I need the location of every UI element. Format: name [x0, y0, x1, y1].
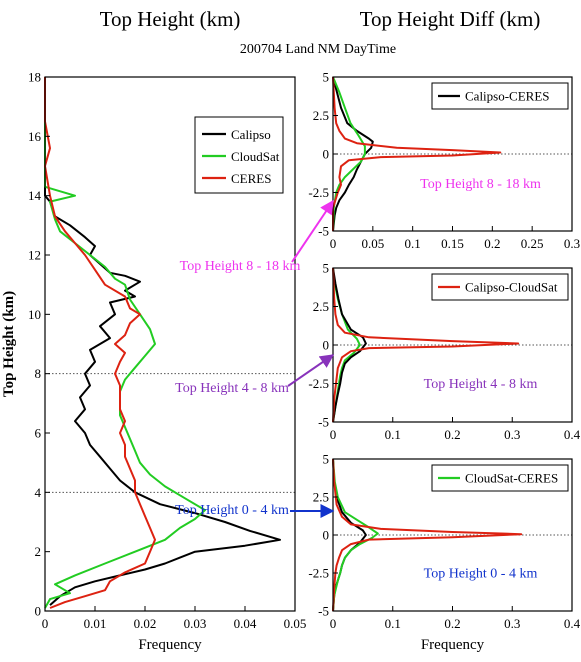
diff3-x-axis-label: Frequency: [421, 637, 485, 653]
diff2-x-tick-label: 0.3: [504, 427, 520, 442]
diff3-x-tick-label: 0: [330, 616, 337, 631]
annotation-arrow-2: [287, 354, 335, 387]
diff2-y-tick-label: -2.5: [308, 376, 329, 391]
diff3-x-tick-label: 0.4: [564, 616, 581, 631]
left-legend: Calipso CloudSat CERES: [194, 116, 284, 194]
left-x-tick-label: 0.01: [84, 616, 107, 631]
left-title: Top Height (km): [100, 7, 241, 31]
diff2-x-tick-label: 0.4: [564, 427, 581, 442]
diff1-x-tick-label: 0: [330, 236, 337, 251]
diff-panel-lower: 0 0.1 0.2 0.3 0.4 -5 -2.5 0 2.5 5 Frequency CloudSa…: [308, 452, 580, 654]
left-y-tick-label: 2: [35, 544, 42, 559]
diff3-y-tick-label: 2.5: [313, 490, 329, 505]
diff2-y-tick-label: -5: [318, 415, 329, 430]
legend-label-cloudsat: CloudSat: [231, 149, 280, 164]
diff2-x-tick-label: 0.2: [444, 427, 460, 442]
diff3-series-line: [332, 458, 379, 612]
diff2-series-line: [332, 267, 520, 423]
diff2-y-tick-label: 0: [323, 338, 330, 353]
diff1-x-tick-label: 0.2: [484, 236, 500, 251]
left-panel: 0 0.01 0.02 0.03 0.04 0.05 0 2 4 6 8 10 12 14 16 18 Freq…: [1, 70, 306, 654]
diff1-x-tick-label: 0.15: [441, 236, 464, 251]
diff3-x-tick-label: 0.2: [444, 616, 460, 631]
diff3-legend-label: CloudSat-CERES: [465, 471, 558, 486]
diff1-y-tick-label: 5: [323, 70, 330, 85]
legend-label-calipso: Calipso: [231, 127, 271, 142]
diff3-y-tick-label: 5: [323, 452, 330, 467]
diff2-y-tick-label: 5: [323, 261, 330, 276]
left-series-line: [44, 77, 206, 609]
diff3-y-tick-label: 0: [323, 528, 330, 543]
right-title: Top Height Diff (km): [360, 7, 541, 31]
left-series-line: [44, 77, 156, 609]
diff2-series-line: [332, 267, 367, 423]
diff2-panel-annotation: Top Height 4 - 8 km: [424, 377, 538, 392]
diff1-legend-label: Calipso-CERES: [465, 89, 550, 104]
diff3-x-tick-label: 0.1: [385, 616, 401, 631]
diff1-x-tick-label: 0.1: [405, 236, 421, 251]
diff2-x-tick-label: 0: [330, 427, 337, 442]
annotation-arrow-1: [291, 199, 334, 263]
left-y-tick-label: 4: [35, 485, 42, 500]
diff3-legend: CloudSat-CERES: [431, 464, 569, 492]
left-y-tick-label: 12: [28, 248, 41, 263]
left-y-axis-label: Top Height (km): [1, 291, 17, 397]
diff3-y-tick-label: -2.5: [308, 566, 329, 581]
diff1-y-tick-label: 0: [323, 147, 330, 162]
diff-panel-middle: 0 0.1 0.2 0.3 0.4 -5 -2.5 0 2.5 5 Calipso-CloudSat…: [308, 261, 580, 443]
diff1-legend: Calipso-CERES: [431, 82, 569, 110]
diff2-y-tick-label: 2.5: [313, 299, 329, 314]
left-x-tick-label: 0: [42, 616, 49, 631]
left-y-tick-label: 18: [28, 70, 41, 85]
left-x-tick-label: 0.04: [234, 616, 257, 631]
annotation-label-1: Top Height 8 - 18 km: [180, 259, 301, 274]
diff1-x-tick-label: 0.25: [521, 236, 544, 251]
left-x-axis-label: Frequency: [138, 637, 202, 653]
left-plot-frame: [44, 76, 296, 612]
diff3-panel-annotation: Top Height 0 - 4 km: [424, 567, 538, 582]
diff2-legend: Calipso-CloudSat: [431, 273, 569, 301]
diff3-series-line: [332, 458, 523, 612]
diff1-series-line: [332, 76, 374, 232]
left-y-tick-label: 8: [35, 366, 42, 381]
left-x-tick-label: 0.02: [134, 616, 157, 631]
diff-panel-upper: 0 0.05 0.1 0.15 0.2 0.25 0.3 -5 -2.5 0 2.5 5 Calipso…: [308, 70, 580, 252]
annotations: Top Height 8 - 18 km Top Height 4 - 8 km T…: [175, 199, 335, 518]
left-y-tick-label: 0: [35, 604, 42, 619]
left-y-tick-label: 10: [28, 307, 41, 322]
diff3-y-tick-label: -5: [318, 604, 329, 619]
annotation-label-2: Top Height 4 - 8 km: [175, 381, 289, 396]
left-y-tick-label: 16: [28, 129, 42, 144]
left-y-tick-label: 14: [28, 188, 42, 203]
diff2-x-tick-label: 0.1: [385, 427, 401, 442]
diff1-y-tick-label: 2.5: [313, 108, 329, 123]
diff1-y-tick-label: -5: [318, 224, 329, 239]
diff2-legend-label: Calipso-CloudSat: [465, 280, 558, 295]
diff1-y-tick-label: -2.5: [308, 185, 329, 200]
legend-label-ceres: CERES: [231, 171, 271, 186]
diff3-x-tick-label: 0.3: [504, 616, 520, 631]
annotation-label-3: Top Height 0 - 4 km: [175, 503, 289, 518]
diff1-x-tick-label: 0.3: [564, 236, 580, 251]
left-x-tick-label: 0.03: [184, 616, 207, 631]
diff1-x-tick-label: 0.05: [361, 236, 384, 251]
left-x-tick-label: 0.05: [284, 616, 307, 631]
subtitle: 200704 Land NM DayTime: [240, 42, 396, 57]
left-y-tick-label: 6: [35, 426, 42, 441]
diff1-panel-annotation: Top Height 8 - 18 km: [420, 177, 541, 192]
